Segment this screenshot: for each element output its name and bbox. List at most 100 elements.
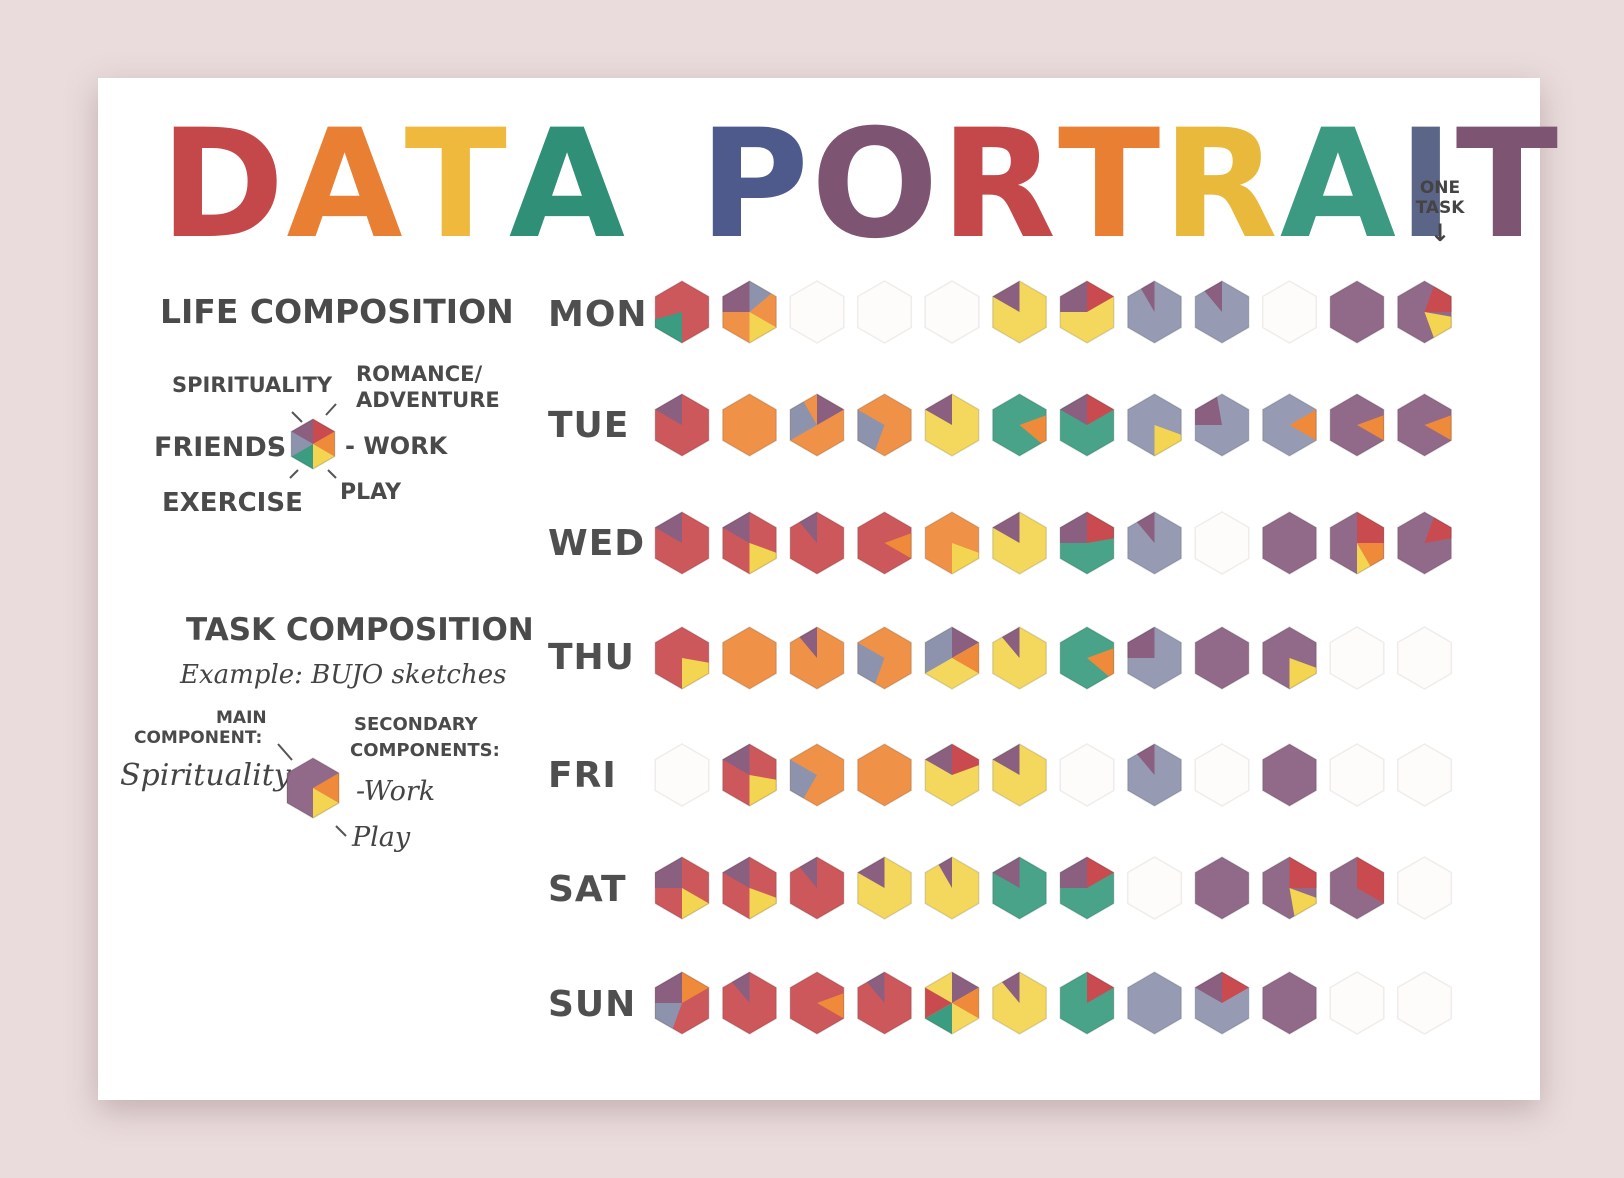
title-letter: T: [1058, 98, 1163, 272]
leader-line: [327, 469, 337, 479]
hex-wedge-work: [313, 768, 339, 808]
task-composition-example: Example: BUJO sketches: [180, 660, 507, 690]
task-hex-fri-9: [1194, 743, 1250, 807]
task-hex-tue-9: [1194, 393, 1250, 457]
hex-wedge-work: [1087, 644, 1114, 684]
leader-line: [289, 469, 299, 479]
task-hex-fri-4: [856, 743, 913, 807]
task-hex-mon-2: [721, 280, 778, 344]
task-hex-sun-10: [1261, 971, 1318, 1035]
title-letter: R: [1162, 98, 1280, 272]
task-hex-thu-7: [1059, 626, 1115, 690]
task-hex-sun-11: [1329, 971, 1385, 1035]
task-hex-sun-3: [789, 971, 845, 1035]
task-hex-tue-10: [1261, 393, 1318, 457]
task-hex-tue-6: [991, 393, 1048, 457]
day-label-mon: MON: [548, 294, 648, 335]
down-arrow-icon: ↓: [1429, 219, 1451, 247]
task-hex-sun-8: [1126, 971, 1183, 1035]
task-hex-fri-11: [1329, 743, 1385, 807]
task-hex-sat-10: [1261, 856, 1318, 920]
task-hex-sat-4: [856, 856, 913, 920]
task-hex-thu-1: [654, 626, 710, 690]
task-hex-sat-8: [1126, 856, 1183, 920]
task-hex-sat-9: [1194, 856, 1250, 920]
legend-label-spirituality: SPIRITUALITY: [172, 373, 333, 397]
task-hex-mon-1: [654, 280, 710, 344]
title-letter: O: [810, 98, 941, 272]
task-hex-sat-5: [924, 856, 980, 920]
title-letter: A: [1279, 98, 1398, 272]
task-hex-tue-4: [856, 393, 913, 457]
title-letter: P: [699, 98, 811, 272]
task-hex-wed-9: [1194, 511, 1250, 575]
task-hex-thu-11: [1329, 626, 1385, 690]
main-component-value: Spirituality: [120, 758, 291, 793]
task-hex-tue-12: [1396, 393, 1453, 457]
task-hex-thu-3: [789, 626, 845, 690]
task-hex-sat-2: [721, 856, 778, 920]
task-hex-thu-5: [924, 626, 980, 690]
task-hex-sun-2: [721, 971, 778, 1035]
task-hex-thu-4: [856, 626, 913, 690]
day-label-tue: TUE: [548, 405, 630, 446]
hex-wedge-romance: [925, 982, 952, 1024]
title-letter: D: [160, 98, 287, 272]
task-hex-wed-7: [1059, 511, 1115, 575]
day-label-fri: FRI: [548, 755, 617, 796]
task-hex-wed-2: [721, 511, 778, 575]
title-letter: A: [508, 98, 628, 272]
task-hex-fri-12: [1396, 743, 1453, 807]
task-hex-tue-7: [1059, 393, 1115, 457]
hex-wedge-friends: [291, 427, 313, 461]
leader-line: [335, 825, 347, 837]
hex-wedge-romance: [1424, 512, 1452, 543]
hex-wedge-work: [1019, 411, 1047, 451]
hex-wedge-work: [884, 529, 912, 564]
hex-wedge-play: [1424, 312, 1452, 343]
task-hex-mon-4: [856, 280, 913, 344]
hex-wedge-friends: [655, 1003, 682, 1034]
hex-wedge-work: [952, 982, 979, 1024]
task-hex-sun-6: [991, 971, 1048, 1035]
legend-label-romance: ROMANCE/: [356, 362, 483, 386]
task-hex-wed-10: [1261, 511, 1318, 575]
task-hex-tue-5: [924, 393, 980, 457]
task-hex-wed-4: [856, 511, 913, 575]
day-label-sat: SAT: [548, 869, 627, 910]
legend-label-work: - WORK: [345, 432, 448, 460]
task-hex-thu-10: [1261, 626, 1318, 690]
life-composition-heading: LIFE COMPOSITION: [160, 292, 514, 331]
task-hex-thu-2: [721, 626, 778, 690]
task-hex-sat-7: [1059, 856, 1115, 920]
task-hex-fri-10: [1261, 743, 1318, 807]
task-hex-fri-6: [991, 743, 1048, 807]
task-hex-mon-9: [1194, 280, 1250, 344]
task-hex-wed-5: [924, 511, 980, 575]
task-hex-sun-4: [856, 971, 913, 1035]
task-hex-sat-11: [1329, 856, 1385, 920]
task-hex-sat-1: [654, 856, 710, 920]
task-hex-mon-3: [789, 280, 845, 344]
hex-wedge-work: [952, 637, 979, 679]
secondary-components-label-2: COMPONENTS:: [350, 740, 500, 761]
day-label-sun: SUN: [548, 984, 637, 1025]
legend-label-exercise: EXERCISE: [162, 488, 303, 518]
hex-wedge-work: [1357, 411, 1384, 446]
task-hex-tue-11: [1329, 393, 1385, 457]
task-hex-mon-6: [991, 280, 1048, 344]
day-label-thu: THU: [548, 637, 635, 678]
task-hex-mon-5: [924, 280, 980, 344]
legend-label-play: PLAY: [340, 480, 401, 505]
task-hex-fri-5: [924, 743, 980, 807]
title-letter: I: [1397, 98, 1456, 272]
task-hex-tue-2: [721, 393, 778, 457]
task-hex-wed-1: [654, 511, 710, 575]
one-task-label: ONE TASK: [1415, 178, 1465, 218]
hex-wedge-work: [1424, 411, 1452, 446]
hex-wedge-friends: [790, 754, 817, 806]
day-label-wed: WED: [548, 523, 646, 564]
task-hex-fri-2: [721, 743, 778, 807]
task-hex-sat-6: [991, 856, 1048, 920]
